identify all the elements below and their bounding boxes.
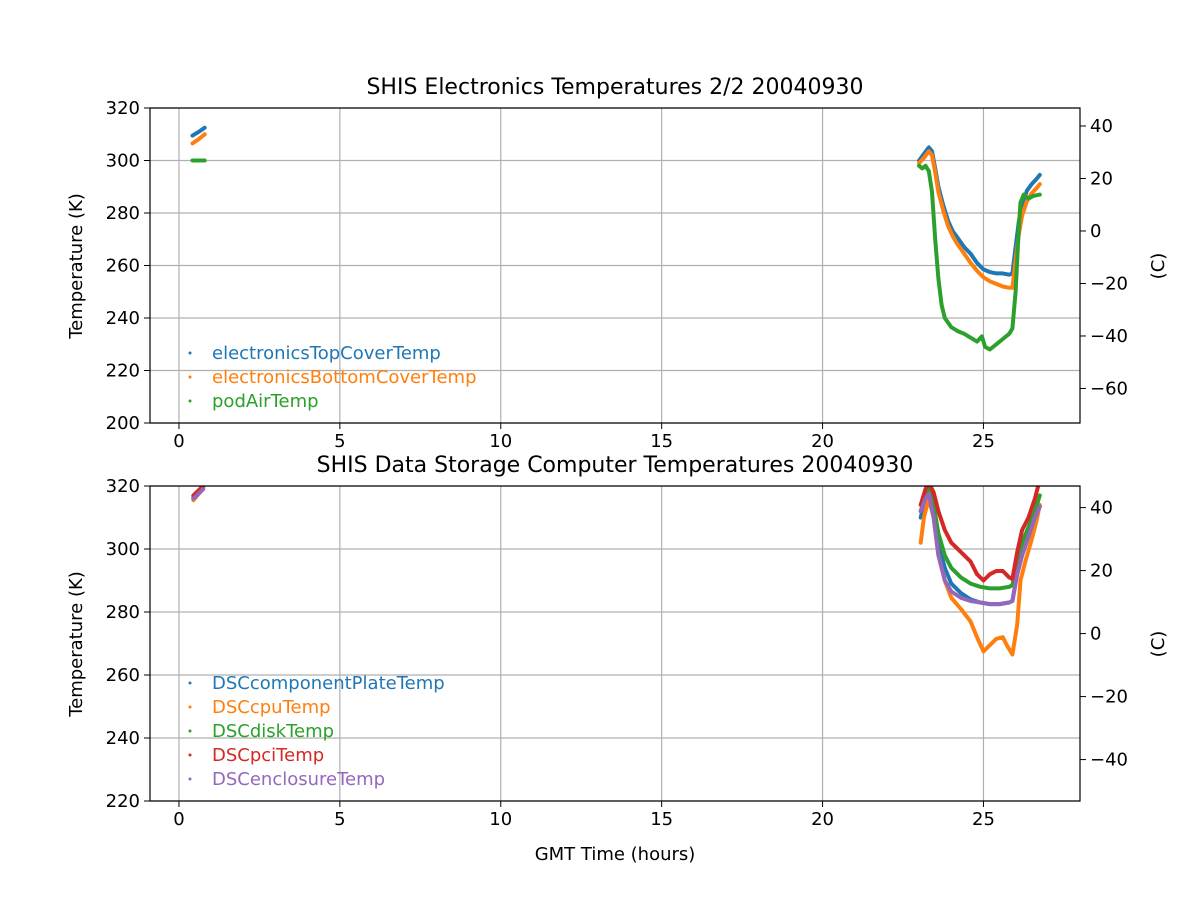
y2-tick-label: −20 — [1090, 273, 1128, 294]
x-tick-label: 10 — [489, 431, 512, 452]
x-tick-label: 0 — [173, 431, 184, 452]
y2-tick-label: −60 — [1090, 378, 1128, 399]
y2-tick-label: 0 — [1090, 221, 1101, 242]
x-tick-label: 25 — [972, 809, 995, 830]
series-line-DSCpciTemp — [918, 486, 1041, 583]
legend-label: electronicsTopCoverTemp — [212, 343, 441, 364]
chart-panel-2: SHIS Data Storage Computer Temperatures … — [66, 453, 1169, 865]
y-tick-label: 280 — [106, 602, 140, 623]
legend-marker — [188, 777, 192, 781]
y-tick-label: 240 — [106, 728, 140, 749]
y-tick-label: 220 — [106, 791, 140, 812]
legend-marker — [188, 399, 192, 403]
series-line-DSCenclosureTemp — [191, 487, 206, 501]
legend-label: DSCdiskTemp — [212, 721, 334, 742]
y-tick-label: 320 — [106, 98, 140, 119]
y-axis-label-1: Temperature (K) — [66, 193, 87, 340]
x-tick-label: 5 — [334, 431, 345, 452]
y-tick-label: 320 — [106, 476, 140, 497]
x-tick-label: 10 — [489, 809, 512, 830]
y-tick-label: 300 — [106, 151, 140, 172]
legend-label: electronicsBottomCoverTemp — [212, 367, 477, 388]
x-tick-label: 0 — [173, 809, 184, 830]
legend-marker — [188, 753, 192, 757]
legend-marker — [188, 681, 192, 685]
plot-frame-2 — [149, 485, 1081, 802]
legend-label: DSCcpuTemp — [212, 697, 331, 718]
y-tick-label: 260 — [106, 665, 140, 686]
y-axis-right-1: −60 −40 −20 0 20 40 — [1080, 116, 1128, 399]
legend-marker — [188, 351, 192, 355]
legend-label: DSCcomponentPlateTemp — [212, 673, 445, 694]
x-axis-label-2: GMT Time (hours) — [535, 844, 696, 865]
x-tick-label: 15 — [650, 431, 673, 452]
y2-tick-label: 40 — [1090, 498, 1113, 519]
x-tick-label: 20 — [811, 809, 834, 830]
legend-label: DSCpciTemp — [212, 745, 324, 766]
x-axis-1: 0 5 10 15 20 25 — [173, 423, 995, 452]
x-tick-label: 5 — [334, 809, 345, 830]
series-line-DSCdiskTemp — [918, 487, 1042, 591]
y-tick-label: 280 — [106, 203, 140, 224]
y-tick-label: 260 — [106, 256, 140, 277]
y-tick-label: 200 — [106, 413, 140, 434]
y2-tick-label: −40 — [1090, 326, 1128, 347]
series-line-electronicsTopCoverTemp — [190, 125, 207, 138]
x-tick-label: 20 — [811, 431, 834, 452]
series-line-DSCpciTemp — [191, 486, 206, 498]
x-tick-label: 15 — [650, 809, 673, 830]
y-tick-label: 240 — [106, 308, 140, 329]
y-tick-label: 300 — [106, 539, 140, 560]
x-tick-label: 25 — [972, 431, 995, 452]
chart-title-2: SHIS Data Storage Computer Temperatures … — [317, 453, 914, 478]
series-group-2 — [191, 486, 1042, 657]
series-line-podAirTemp — [917, 163, 1042, 352]
legend-marker — [188, 729, 192, 733]
series-line-electronicsBottomCoverTemp — [190, 132, 207, 146]
y2-tick-label: 20 — [1090, 168, 1113, 189]
y-axis-left-1: 200 220 240 260 280 300 320 — [106, 98, 150, 434]
y-axis-label-2: Temperature (K) — [66, 571, 87, 718]
y2-tick-label: 20 — [1090, 561, 1113, 582]
y2-tick-label: 40 — [1090, 116, 1113, 137]
y-axis-right-2: −40 −20 0 20 40 — [1080, 498, 1128, 771]
y2-tick-label: 0 — [1090, 624, 1101, 645]
y-axis-left-2: 220 240 260 280 300 320 — [106, 476, 150, 812]
y2-tick-label: −40 — [1090, 750, 1128, 771]
y2-tick-label: −20 — [1090, 687, 1128, 708]
series-line-DSCenclosureTemp — [918, 491, 1042, 607]
legend-1: electronicsTopCoverTemp electronicsBottom… — [188, 343, 477, 412]
chart-panel-1: SHIS Electronics Temperatures 2/2 200409… — [66, 75, 1169, 452]
y2-axis-label-2: (C) — [1148, 631, 1169, 658]
legend-marker — [188, 375, 192, 379]
series-line-electronicsBottomCoverTemp — [917, 149, 1042, 290]
x-axis-2: 0 5 10 15 20 25 — [173, 801, 995, 830]
chart-title-1: SHIS Electronics Temperatures 2/2 200409… — [366, 75, 863, 100]
legend-marker — [188, 705, 192, 709]
series-group-1 — [190, 125, 1042, 352]
y-tick-label: 220 — [106, 361, 140, 382]
legend-label: DSCenclosureTemp — [212, 769, 385, 790]
legend-label: podAirTemp — [212, 391, 319, 412]
y2-axis-label-1: (C) — [1148, 253, 1169, 280]
legend-2: DSCcomponentPlateTemp DSCcpuTemp DSCdiskTe… — [188, 673, 445, 790]
